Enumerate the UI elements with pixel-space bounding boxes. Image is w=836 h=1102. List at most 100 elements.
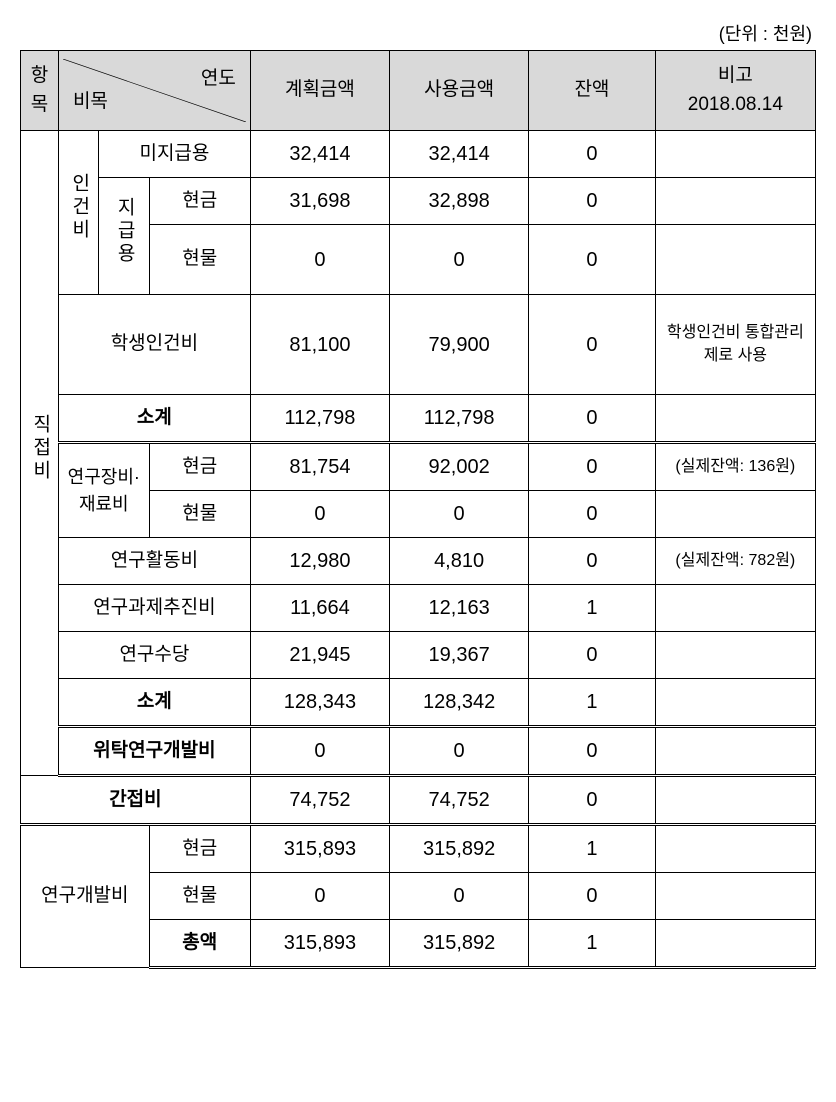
equip-cash-plan: 81,754 bbox=[250, 443, 389, 491]
row-subtotal1: 소계 112,798 112,798 0 bbox=[21, 395, 816, 443]
promotion-used: 12,163 bbox=[390, 585, 529, 632]
unpaid-balance: 0 bbox=[529, 131, 656, 178]
cat-paid-inkind: 현물 bbox=[149, 225, 250, 295]
cat-direct: 직접비 bbox=[21, 131, 59, 776]
rnd-cash-note bbox=[655, 825, 815, 873]
header-balance: 잔액 bbox=[529, 51, 656, 131]
header-row: 항목 연도 비목 계획금액 사용금액 잔액 비고 2018.08.14 bbox=[21, 51, 816, 131]
allowance-balance: 0 bbox=[529, 632, 656, 679]
budget-table: 항목 연도 비목 계획금액 사용금액 잔액 비고 2018.08.14 직접 bbox=[20, 50, 816, 969]
paid-cash-note bbox=[655, 178, 815, 225]
paid-inkind-plan: 0 bbox=[250, 225, 389, 295]
cat-equipment: 연구장비·재료비 bbox=[58, 443, 149, 538]
cat-subtotal2: 소계 bbox=[58, 679, 250, 727]
unpaid-note bbox=[655, 131, 815, 178]
allowance-used: 19,367 bbox=[390, 632, 529, 679]
cat-commissioned: 위탁연구개발비 bbox=[58, 727, 250, 776]
promotion-balance: 1 bbox=[529, 585, 656, 632]
paid-cash-balance: 0 bbox=[529, 178, 656, 225]
equip-inkind-plan: 0 bbox=[250, 491, 389, 538]
row-indirect: 간접비 74,752 74,752 0 bbox=[21, 776, 816, 825]
unit-label: (단위 : 천원) bbox=[20, 20, 816, 46]
cat-allowance: 연구수당 bbox=[58, 632, 250, 679]
row-activity: 연구활동비 12,980 4,810 0 (실제잔액: 782원) bbox=[21, 538, 816, 585]
header-used: 사용금액 bbox=[390, 51, 529, 131]
row-paid-cash: 지급용 현금 31,698 32,898 0 bbox=[21, 178, 816, 225]
subtotal1-used: 112,798 bbox=[390, 395, 529, 443]
cat-indirect: 간접비 bbox=[21, 776, 251, 825]
row-student: 학생인건비 81,100 79,900 0 학생인건비 통합관리제로 사용 bbox=[21, 295, 816, 395]
unpaid-plan: 32,414 bbox=[250, 131, 389, 178]
header-plan: 계획금액 bbox=[250, 51, 389, 131]
allowance-note bbox=[655, 632, 815, 679]
rnd-total-note bbox=[655, 920, 815, 968]
row-equip-cash: 연구장비·재료비 현금 81,754 92,002 0 (실제잔액: 136원) bbox=[21, 443, 816, 491]
header-note-line1: 비고 bbox=[718, 65, 753, 86]
row-unpaid: 직접비 인건비 미지급용 32,414 32,414 0 bbox=[21, 131, 816, 178]
cat-rnd-inkind: 현물 bbox=[149, 873, 250, 920]
cat-rnd: 연구개발비 bbox=[21, 825, 150, 968]
equip-inkind-note bbox=[655, 491, 815, 538]
equip-inkind-used: 0 bbox=[390, 491, 529, 538]
indirect-note bbox=[655, 776, 815, 825]
activity-balance: 0 bbox=[529, 538, 656, 585]
row-commissioned: 위탁연구개발비 0 0 0 bbox=[21, 727, 816, 776]
paid-inkind-balance: 0 bbox=[529, 225, 656, 295]
row-rnd-cash: 연구개발비 현금 315,893 315,892 1 bbox=[21, 825, 816, 873]
equip-cash-used: 92,002 bbox=[390, 443, 529, 491]
header-note: 비고 2018.08.14 bbox=[655, 51, 815, 131]
subtotal2-plan: 128,343 bbox=[250, 679, 389, 727]
rnd-total-used: 315,892 bbox=[390, 920, 529, 968]
paid-cash-used: 32,898 bbox=[390, 178, 529, 225]
activity-note: (실제잔액: 782원) bbox=[655, 538, 815, 585]
equip-cash-balance: 0 bbox=[529, 443, 656, 491]
indirect-used: 74,752 bbox=[390, 776, 529, 825]
cat-paid: 지급용 bbox=[99, 178, 150, 295]
student-balance: 0 bbox=[529, 295, 656, 395]
promotion-plan: 11,664 bbox=[250, 585, 389, 632]
header-note-line2: 2018.08.14 bbox=[688, 94, 783, 115]
rnd-inkind-balance: 0 bbox=[529, 873, 656, 920]
paid-inkind-note bbox=[655, 225, 815, 295]
commissioned-balance: 0 bbox=[529, 727, 656, 776]
rnd-cash-used: 315,892 bbox=[390, 825, 529, 873]
cat-equip-cash: 현금 bbox=[149, 443, 250, 491]
rnd-inkind-note bbox=[655, 873, 815, 920]
cat-unpaid: 미지급용 bbox=[99, 131, 251, 178]
activity-plan: 12,980 bbox=[250, 538, 389, 585]
commissioned-plan: 0 bbox=[250, 727, 389, 776]
row-allowance: 연구수당 21,945 19,367 0 bbox=[21, 632, 816, 679]
cat-rnd-total: 총액 bbox=[149, 920, 250, 968]
equip-cash-note: (실제잔액: 136원) bbox=[655, 443, 815, 491]
indirect-balance: 0 bbox=[529, 776, 656, 825]
cat-subtotal1: 소계 bbox=[58, 395, 250, 443]
cat-activity: 연구활동비 bbox=[58, 538, 250, 585]
allowance-plan: 21,945 bbox=[250, 632, 389, 679]
row-subtotal2: 소계 128,343 128,342 1 bbox=[21, 679, 816, 727]
rnd-cash-balance: 1 bbox=[529, 825, 656, 873]
header-item: 항목 bbox=[21, 51, 59, 131]
equip-inkind-balance: 0 bbox=[529, 491, 656, 538]
subtotal1-balance: 0 bbox=[529, 395, 656, 443]
rnd-total-balance: 1 bbox=[529, 920, 656, 968]
rnd-cash-plan: 315,893 bbox=[250, 825, 389, 873]
cat-paid-cash: 현금 bbox=[149, 178, 250, 225]
activity-used: 4,810 bbox=[390, 538, 529, 585]
student-note: 학생인건비 통합관리제로 사용 bbox=[655, 295, 815, 395]
unpaid-used: 32,414 bbox=[390, 131, 529, 178]
cat-personnel: 인건비 bbox=[58, 131, 98, 295]
subtotal2-used: 128,342 bbox=[390, 679, 529, 727]
subtotal1-note bbox=[655, 395, 815, 443]
cat-student: 학생인건비 bbox=[58, 295, 250, 395]
rnd-total-plan: 315,893 bbox=[250, 920, 389, 968]
rnd-inkind-plan: 0 bbox=[250, 873, 389, 920]
student-plan: 81,100 bbox=[250, 295, 389, 395]
cat-equip-inkind: 현물 bbox=[149, 491, 250, 538]
rnd-inkind-used: 0 bbox=[390, 873, 529, 920]
commissioned-note bbox=[655, 727, 815, 776]
row-promotion: 연구과제추진비 11,664 12,163 1 bbox=[21, 585, 816, 632]
subtotal2-balance: 1 bbox=[529, 679, 656, 727]
student-used: 79,900 bbox=[390, 295, 529, 395]
cat-rnd-cash: 현금 bbox=[149, 825, 250, 873]
subtotal2-note bbox=[655, 679, 815, 727]
